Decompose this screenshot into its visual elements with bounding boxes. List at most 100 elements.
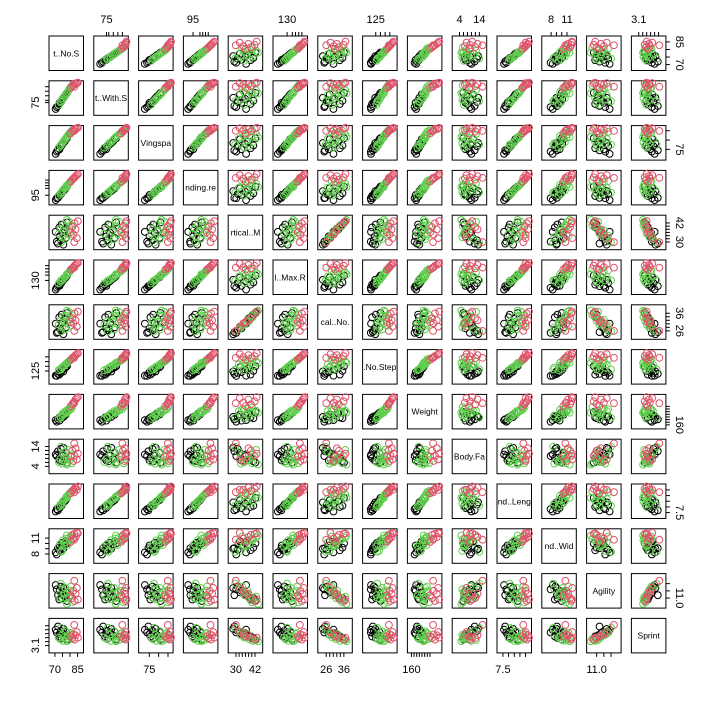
data-point <box>236 139 245 148</box>
panel-frame <box>48 80 84 116</box>
data-point <box>157 89 166 98</box>
data-point <box>610 82 618 91</box>
panel-5-10 <box>496 259 533 295</box>
data-point <box>295 82 304 91</box>
data-point <box>607 54 615 63</box>
panel-0-6 <box>317 35 353 71</box>
variable-label: t..No.S <box>53 48 79 58</box>
panel-6-6: cal..No. <box>317 304 353 340</box>
data-point <box>475 97 484 106</box>
data-point <box>525 37 533 46</box>
panel-0-8 <box>406 35 444 71</box>
data-point <box>118 126 127 135</box>
data-point <box>283 54 291 63</box>
data-point <box>330 140 339 148</box>
data-point <box>462 79 471 87</box>
data-point <box>208 39 217 48</box>
data-point <box>639 94 648 103</box>
panel-2-13 <box>630 123 667 161</box>
panel-frame <box>496 35 532 71</box>
panel-5-5: l..Max.R <box>272 259 308 295</box>
data-point <box>231 263 240 272</box>
data-point <box>610 173 618 182</box>
data-point <box>610 41 618 50</box>
data-point <box>602 52 611 61</box>
panel-6-4 <box>227 304 264 340</box>
data-point <box>655 41 664 50</box>
panel-8-8: Weight <box>406 393 443 430</box>
data-point <box>329 285 338 294</box>
panel-9-1 <box>93 438 131 475</box>
panel-5-13 <box>630 259 667 295</box>
data-point <box>239 126 248 135</box>
panel-8-0 <box>48 393 84 430</box>
panel-8-11 <box>541 393 577 430</box>
panel-0-11 <box>541 35 577 71</box>
data-point <box>567 78 576 87</box>
panel-frame <box>93 80 129 116</box>
data-point <box>652 97 661 106</box>
panel-1-5 <box>272 78 309 116</box>
data-point <box>435 78 444 87</box>
data-point <box>322 263 331 272</box>
data-point <box>191 54 200 63</box>
variable-label: rtical..M <box>231 227 261 237</box>
panel-frame <box>93 35 129 71</box>
panel-7-13 <box>630 349 667 385</box>
data-point <box>295 41 304 50</box>
data-point <box>289 48 298 57</box>
panel-4-0 <box>48 214 84 251</box>
panel-frame <box>406 80 443 116</box>
data-point <box>191 97 200 106</box>
data-point <box>336 94 345 103</box>
panel-10-5 <box>272 482 309 519</box>
data-point <box>342 48 351 57</box>
panel-10-8 <box>406 482 444 519</box>
data-point <box>252 37 261 46</box>
panel-10-1 <box>93 482 131 519</box>
panel-4-7 <box>362 214 398 251</box>
panel-2-0 <box>48 123 84 161</box>
panel-6-12 <box>586 304 622 340</box>
data-point <box>647 44 656 53</box>
panel-1-12 <box>586 78 622 116</box>
data-point <box>470 102 479 110</box>
data-point <box>71 125 80 134</box>
data-point <box>468 78 477 87</box>
data-point <box>300 78 309 87</box>
data-point <box>242 105 250 113</box>
panel-5-2 <box>138 259 175 295</box>
panel-3-3: nding.re <box>182 169 219 206</box>
data-point <box>235 38 244 47</box>
data-point <box>70 126 79 135</box>
data-point <box>505 54 514 63</box>
data-point <box>648 38 657 47</box>
data-point <box>57 97 65 106</box>
data-point <box>414 97 423 106</box>
data-point <box>342 89 351 98</box>
panel-frame <box>406 35 443 71</box>
data-point <box>299 38 308 47</box>
data-point <box>652 54 661 63</box>
data-point <box>111 48 120 57</box>
panel-9-9: Body.Fa <box>451 438 488 475</box>
data-point <box>321 140 330 149</box>
data-point <box>419 48 428 57</box>
data-point <box>331 129 339 138</box>
data-point <box>239 80 248 89</box>
data-point <box>429 82 438 91</box>
panel-9-4 <box>227 438 264 475</box>
panel-0-2 <box>138 35 175 71</box>
data-point <box>586 89 595 98</box>
panel-7-9 <box>451 349 488 385</box>
data-point <box>321 146 329 155</box>
panel-7-4 <box>227 349 264 385</box>
data-point <box>462 38 471 47</box>
data-point <box>229 52 238 61</box>
data-point <box>655 353 664 362</box>
panel-frame <box>272 35 308 71</box>
variable-label: Weight <box>411 407 438 417</box>
data-point <box>586 48 595 57</box>
data-point <box>197 48 206 57</box>
data-point <box>610 263 618 272</box>
